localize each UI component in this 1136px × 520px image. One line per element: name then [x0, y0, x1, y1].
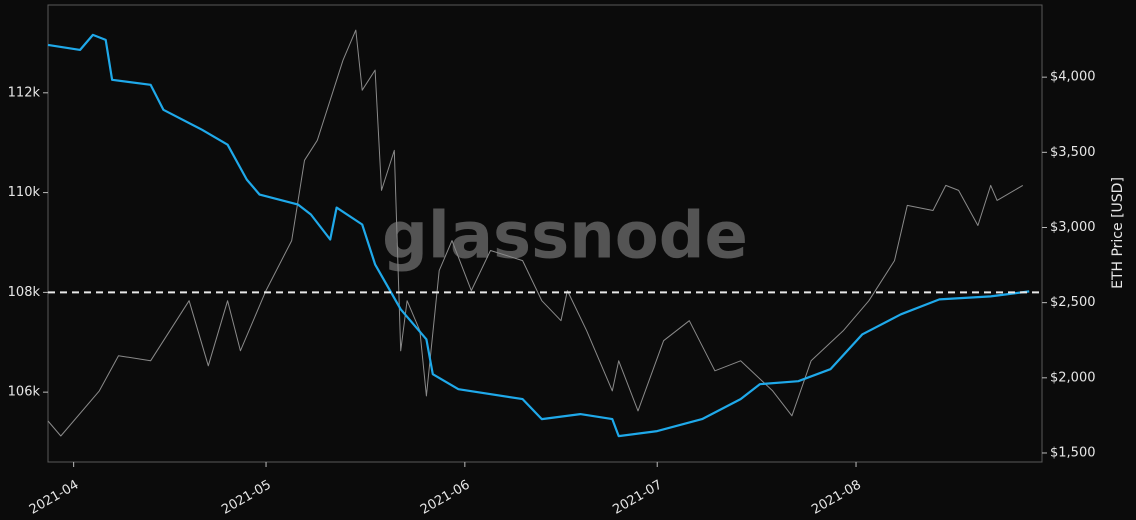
- y2-tick-label: $3,000: [1050, 220, 1096, 235]
- y2-axis-label: ETH Price [USD]: [1110, 177, 1126, 289]
- series-line: [47, 33, 1030, 438]
- y-tick-label: 110k: [8, 185, 41, 200]
- plot-frame: [47, 4, 1043, 463]
- y2-tick-label: $1,500: [1050, 445, 1096, 460]
- y2-tick-label: $4,000: [1050, 70, 1096, 85]
- y-tick-label: 112k: [8, 85, 41, 100]
- y-tick-label: 106k: [8, 385, 41, 400]
- y-tick-label: 108k: [8, 285, 41, 300]
- y2-tick-label: $2,500: [1050, 295, 1096, 310]
- y2-tick-label: $2,000: [1050, 370, 1096, 385]
- y2-tick-label: $3,500: [1050, 145, 1096, 160]
- series-line: [47, 29, 1024, 437]
- watermark: glassnode: [382, 200, 748, 274]
